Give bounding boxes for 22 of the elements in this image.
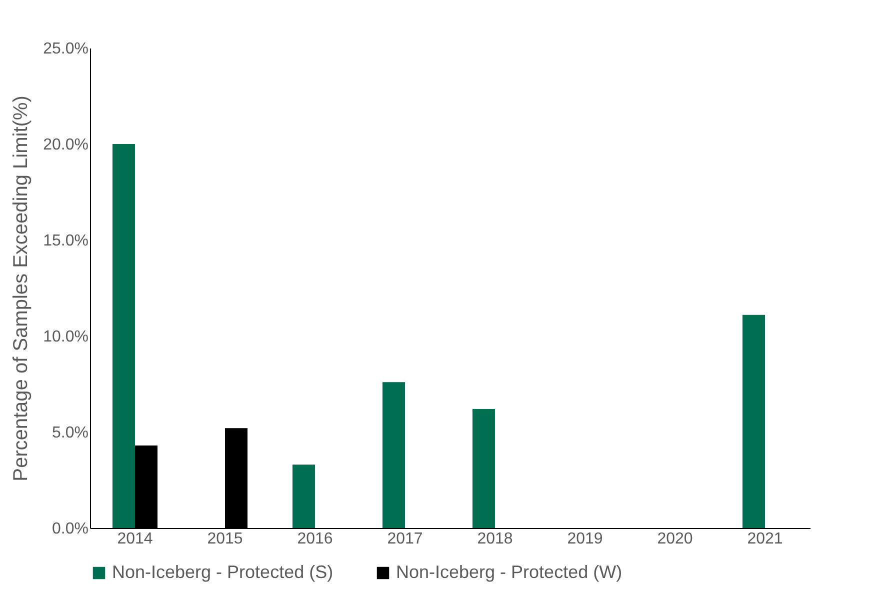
- y-axis-title: Percentage of Samples Exceeding Limit(%): [10, 96, 32, 482]
- x-tick-label: 2020: [657, 530, 693, 548]
- bar: [292, 464, 315, 528]
- y-tick-label: 5.0%: [52, 424, 88, 442]
- x-tick-label: 2019: [567, 530, 603, 548]
- y-tick-label: 15.0%: [43, 232, 88, 250]
- y-tick-label: 0.0%: [52, 520, 88, 538]
- y-tick-label: 20.0%: [43, 136, 88, 154]
- x-tick-label: 2017: [387, 530, 423, 548]
- legend-label: Non-Iceberg - Protected (W): [396, 562, 622, 582]
- x-tick-label: 2015: [207, 530, 243, 548]
- y-tick-label: 25.0%: [43, 40, 88, 58]
- x-tick-label: 2021: [747, 530, 783, 548]
- bar: [472, 408, 495, 528]
- bar: [742, 314, 765, 528]
- bar: [382, 382, 405, 528]
- x-tick-label: 2014: [117, 530, 153, 548]
- x-tick-label: 2018: [477, 530, 513, 548]
- y-tick-label: 10.0%: [43, 328, 88, 346]
- legend-label: Non-Iceberg - Protected (S): [112, 562, 334, 582]
- bar: [112, 144, 135, 528]
- x-tick-label: 2016: [297, 530, 333, 548]
